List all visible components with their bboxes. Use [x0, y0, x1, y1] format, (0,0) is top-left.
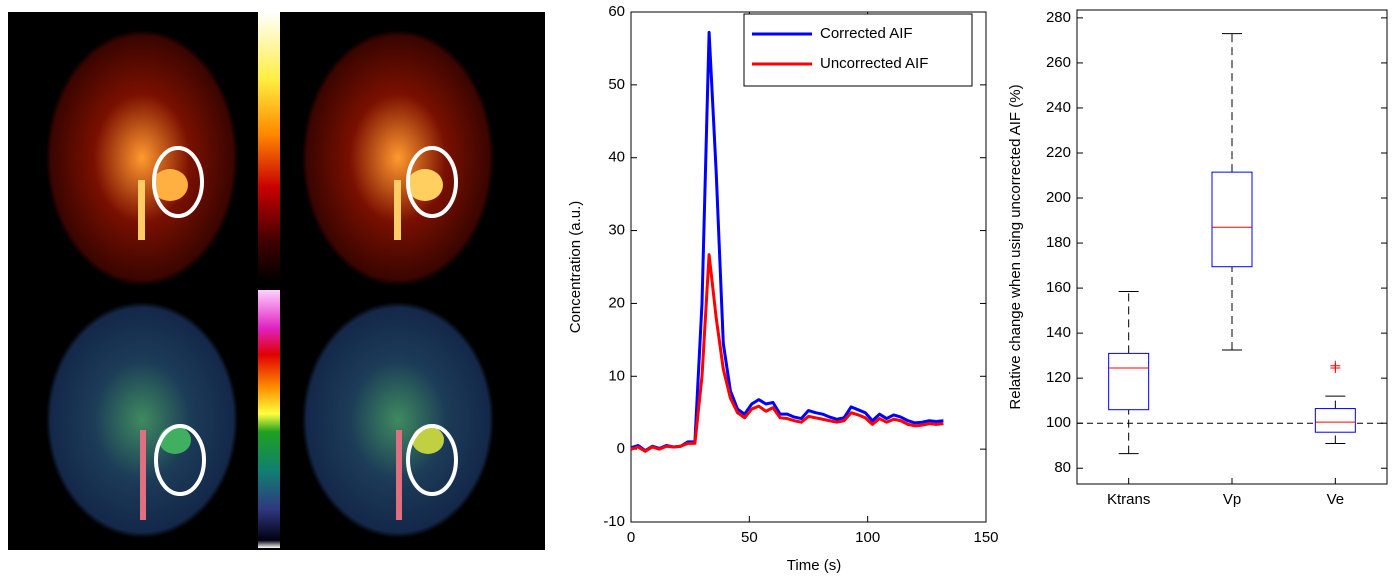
y-tick-label: 160: [1046, 279, 1071, 296]
y-tick-label: 30: [608, 222, 625, 239]
y-tick-label: 50: [608, 76, 625, 93]
y-tick-label: 40: [608, 149, 625, 166]
data-line: [630, 253, 944, 453]
y-tick-label: 120: [1046, 369, 1071, 386]
y-tick-label: 10: [608, 367, 625, 384]
box: [1211, 171, 1253, 268]
box: [1314, 408, 1356, 433]
legend-label: Corrected AIF: [820, 25, 913, 42]
x-tick-label: 150: [973, 529, 998, 546]
y-tick-label: 260: [1046, 54, 1071, 71]
data-line: [630, 30, 944, 453]
y-tick-label: 140: [1046, 324, 1071, 341]
y-tick-label: 180: [1046, 234, 1071, 251]
y-tick-label: 80: [1054, 459, 1071, 476]
y-tick-label: 200: [1046, 189, 1071, 206]
y-tick-label: 280: [1046, 9, 1071, 26]
y-tick-label: 0: [617, 440, 625, 457]
y-tick-label: -10: [603, 513, 625, 530]
y-tick-label: 100: [1046, 414, 1071, 431]
x-tick-label: 100: [855, 529, 880, 546]
legend-box: [743, 13, 973, 87]
y-axis-label: Relative change when using uncorrected A…: [1007, 84, 1024, 409]
y-tick-label: 240: [1046, 99, 1071, 116]
x-tick-label: Vp: [1223, 491, 1241, 508]
y-tick-label: 20: [608, 294, 625, 311]
y-tick-label: 220: [1046, 144, 1071, 161]
plot-frame: [630, 11, 987, 523]
x-tick-label: Ve: [1327, 491, 1345, 508]
x-tick-label: 50: [741, 529, 758, 546]
brain-images: [8, 12, 545, 550]
legend-label: Uncorrected AIF: [820, 55, 928, 72]
y-tick-label: 60: [608, 3, 625, 20]
x-axis-label: Time (s): [787, 557, 841, 574]
x-tick-label: Ktrans: [1107, 491, 1150, 508]
box: [1108, 352, 1150, 411]
x-tick-label: 0: [627, 529, 635, 546]
flier: [1330, 360, 1341, 371]
y-axis-label: Concentration (a.u.): [567, 201, 584, 334]
